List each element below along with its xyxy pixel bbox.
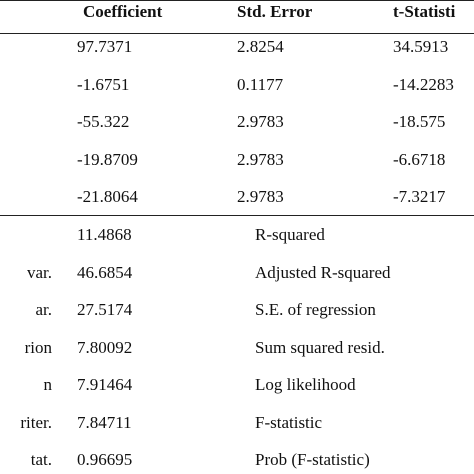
cell: -55.322	[77, 112, 130, 131]
stat-label: Prob (F-statistic)	[255, 450, 370, 469]
stat-value: 11.4868	[77, 225, 132, 244]
column-header: t-Statisti	[393, 2, 456, 21]
stat-label: F-statistic	[255, 412, 323, 432]
stat-name: tat.	[30, 450, 52, 469]
cell: 2.8254	[237, 37, 284, 56]
stat-value: 7.91464	[77, 375, 133, 394]
rule	[0, 33, 474, 34]
stat-value: 0.96695	[77, 450, 133, 469]
stat-value: 27.5174	[77, 300, 133, 319]
column-header: Coefficient	[83, 2, 163, 21]
cell: -18.575	[393, 112, 446, 131]
stat-name: var.	[26, 262, 52, 282]
cell: 2.9783	[237, 187, 284, 206]
cell: -14.2283	[393, 74, 454, 94]
stat-name: rion	[24, 337, 52, 357]
stat-label: R-squared	[255, 225, 325, 244]
stat-label: S.E. of regression	[255, 300, 376, 319]
rule	[0, 215, 474, 216]
cell: -1.6751	[77, 74, 130, 94]
cell: 2.9783	[237, 112, 284, 131]
stat-label: Log likelihood	[255, 375, 356, 394]
cell: -21.8064	[77, 187, 138, 206]
stat-label: Sum squared resid.	[255, 337, 385, 357]
cell: 2.9783	[237, 149, 284, 169]
cell: -7.3217	[393, 187, 446, 206]
column-header: Std. Error	[237, 2, 313, 21]
stat-name: n	[43, 375, 53, 394]
stat-value: 7.84711	[77, 412, 132, 432]
cell: 34.5913	[393, 37, 449, 56]
cell: -19.8709	[77, 149, 138, 169]
stat-value: 46.6854	[77, 262, 133, 282]
stat-name: riter.	[20, 412, 52, 432]
cell: -6.6718	[393, 149, 446, 169]
stat-name: ar.	[35, 300, 52, 319]
stat-label: Adjusted R-squared	[255, 262, 391, 282]
rule	[0, 0, 474, 1]
cell: 97.7371	[77, 37, 133, 56]
stat-value: 7.80092	[77, 337, 133, 357]
cell: 0.1177	[237, 74, 284, 94]
